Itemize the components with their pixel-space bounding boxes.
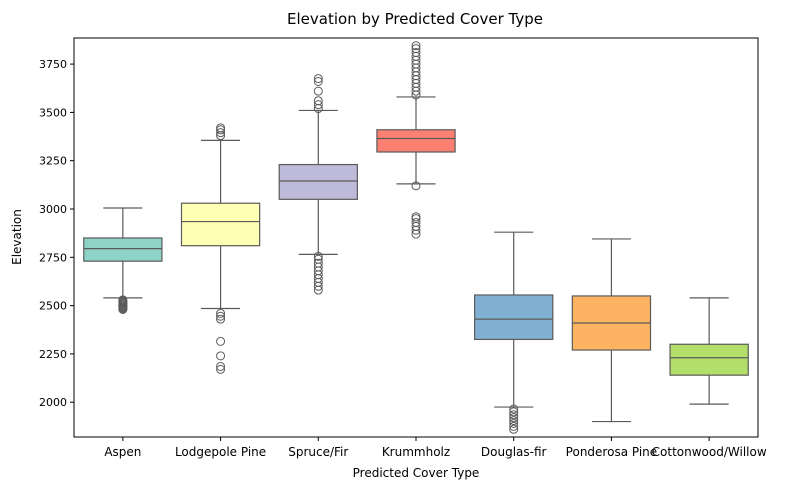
x-axis-label: Predicted Cover Type — [353, 466, 480, 480]
outlier-point — [216, 311, 226, 321]
outlier-point — [411, 218, 421, 228]
y-tick-label: 2500 — [39, 300, 67, 313]
outlier-point — [411, 41, 421, 51]
outlier-point — [216, 364, 226, 374]
outlier-point — [313, 254, 323, 264]
outlier-point — [313, 76, 323, 86]
outlier-point — [411, 212, 421, 222]
outlier-point — [216, 308, 226, 318]
outlier-point — [411, 181, 421, 191]
y-tick-label: 3000 — [39, 203, 67, 216]
outlier-point — [509, 421, 519, 431]
y-tick-label: 2250 — [39, 348, 67, 361]
outlier-point — [216, 336, 226, 346]
box-aspen — [83, 237, 163, 262]
box-lodgepole-pine — [180, 202, 261, 247]
outlier-point — [313, 96, 323, 106]
outlier-point — [216, 351, 226, 361]
outlier-point — [509, 418, 519, 428]
x-tick-label: Spruce/Fir — [288, 445, 348, 459]
box-spruce-fir — [278, 163, 358, 200]
outlier-point — [313, 100, 323, 110]
x-tick-label: Lodgepole Pine — [175, 445, 266, 459]
y-tick-label: 3750 — [39, 58, 67, 71]
x-tick-label: Douglas-fir — [481, 445, 547, 459]
box-krummholz — [376, 129, 456, 153]
box-douglas-fir — [474, 294, 554, 341]
outlier-point — [313, 251, 323, 261]
outlier-point — [509, 404, 519, 414]
outlier-point — [509, 410, 519, 420]
x-tick-label: Ponderosa Pine — [566, 445, 657, 459]
outlier-point — [216, 361, 226, 371]
y-axis-label: Elevation — [10, 209, 24, 265]
x-tick-label: Cottonwood/Willow — [652, 445, 767, 459]
plot-area: 2000 2250 2500 2750 3000 3250 3500 3750 Aspen Lod… — [39, 41, 767, 459]
outlier-point — [216, 128, 226, 138]
outlier-point — [313, 86, 323, 96]
outlier-point — [509, 407, 519, 417]
x-tick-label: Aspen — [104, 445, 141, 459]
y-tick-label: 3250 — [39, 155, 67, 168]
outlier-point — [216, 314, 226, 324]
outlier-point — [411, 47, 421, 57]
outlier-point — [509, 413, 519, 423]
outlier-point — [313, 258, 323, 268]
outlier-point — [509, 416, 519, 426]
outlier-point — [313, 74, 323, 84]
outlier-point — [509, 424, 519, 434]
chart-title: Elevation by Predicted Cover Type — [287, 10, 543, 28]
outlier-point — [216, 123, 226, 133]
x-tick-label: Krummholz — [382, 445, 450, 459]
y-tick-label: 2000 — [39, 396, 67, 409]
plot-frame — [73, 37, 759, 438]
y-tick-label: 2750 — [39, 251, 67, 264]
y-tick-label: 3500 — [39, 106, 67, 119]
outlier-point — [118, 295, 128, 305]
outlier-point — [411, 44, 421, 54]
box-cottonwood-willow — [669, 343, 749, 376]
